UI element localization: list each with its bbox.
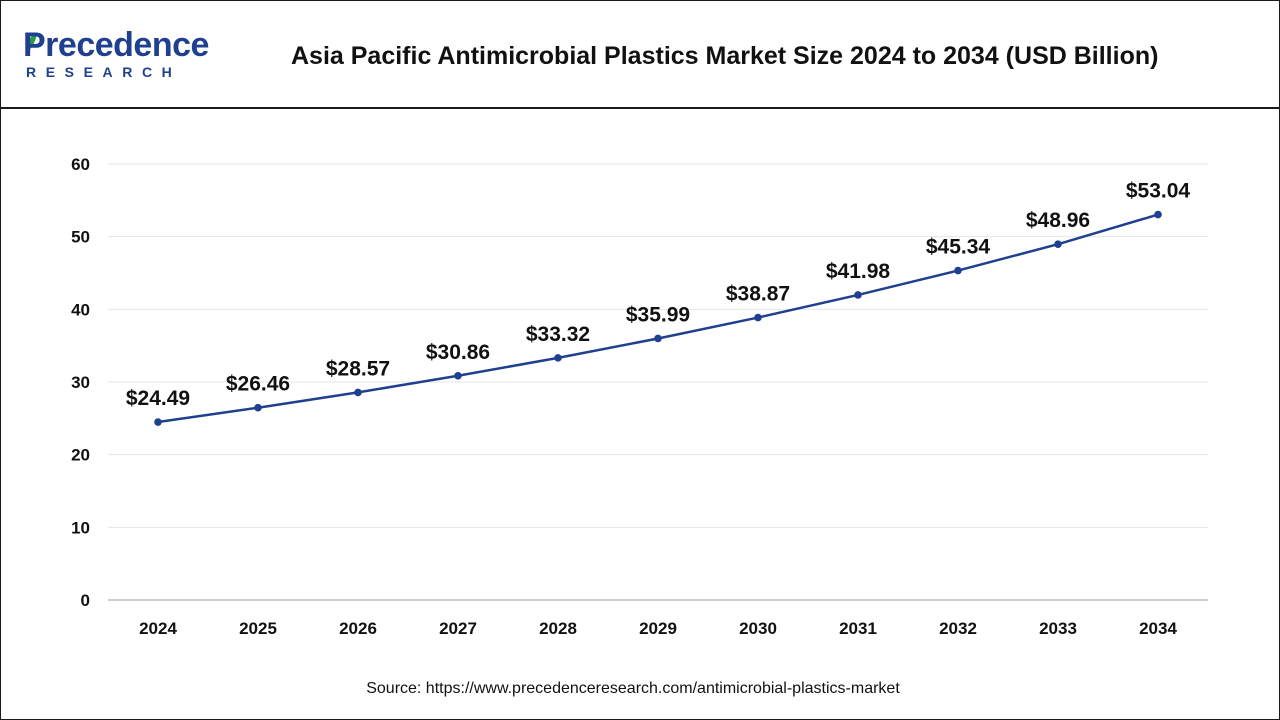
y-tick-label-20: 20 xyxy=(71,446,90,465)
data-label-2028: $33.32 xyxy=(526,323,590,346)
x-tick-label-2031: 2031 xyxy=(839,619,877,638)
data-label-2029: $35.99 xyxy=(626,303,690,326)
data-point-2025 xyxy=(254,403,262,412)
x-tick-label-2026: 2026 xyxy=(339,619,377,638)
data-point-2030 xyxy=(754,313,762,322)
data-label-2032: $45.34 xyxy=(926,236,991,259)
y-tick-label-60: 60 xyxy=(71,155,90,174)
data-point-2027 xyxy=(454,371,462,380)
header: Precedence RESEARCH Asia Pacific Antimic… xyxy=(1,1,1279,109)
chart-title: Asia Pacific Antimicrobial Plastics Mark… xyxy=(291,42,1159,70)
x-tick-label-2033: 2033 xyxy=(1039,619,1077,638)
data-point-2026 xyxy=(354,388,362,397)
data-point-2032 xyxy=(954,266,962,275)
x-tick-label-2034: 2034 xyxy=(1139,619,1177,638)
data-label-2027: $30.86 xyxy=(426,341,490,364)
data-point-2031 xyxy=(854,291,862,299)
data-point-2034 xyxy=(1154,210,1162,219)
data-label-2031: $41.98 xyxy=(826,260,891,283)
data-label-2034: $53.04 xyxy=(1126,180,1191,203)
x-tick-label-2028: 2028 xyxy=(539,619,577,638)
data-label-2025: $26.46 xyxy=(226,373,290,396)
data-point-2029 xyxy=(654,334,662,343)
logo-brand-top: Precedence xyxy=(23,26,209,64)
x-tick-label-2029: 2029 xyxy=(639,619,677,638)
series-layer xyxy=(154,210,1162,426)
data-point-2028 xyxy=(554,354,562,362)
data-point-2024 xyxy=(154,418,162,426)
data-label-layer: $24.49 $26.46 $28.57 $30.86 $33.32 $35.99 $38.… xyxy=(126,180,1191,410)
y-tick-label-50: 50 xyxy=(71,228,90,247)
data-point-2033 xyxy=(1054,240,1062,249)
y-tick-label-30: 30 xyxy=(71,373,90,392)
x-tick-label-2025: 2025 xyxy=(239,619,277,638)
data-label-2024: $24.49 xyxy=(126,387,190,410)
grid-layer xyxy=(108,163,1208,528)
x-tick-label-2032: 2032 xyxy=(939,619,977,638)
y-tick-label-0: 0 xyxy=(81,591,90,610)
data-label-2030: $38.87 xyxy=(726,283,790,306)
x-tick-label-2030: 2030 xyxy=(739,619,777,638)
logo-brand-bottom: RESEARCH xyxy=(26,64,182,80)
data-label-2026: $28.57 xyxy=(326,357,390,380)
x-tick-label-2024: 2024 xyxy=(139,619,177,638)
x-tick-label-2027: 2027 xyxy=(439,619,477,638)
leaf-icon xyxy=(26,33,37,54)
y-tick-label-40: 40 xyxy=(71,300,90,319)
source-note: Source: https://www.precedenceresearch.c… xyxy=(366,680,900,697)
y-tick-label-10: 10 xyxy=(71,518,90,537)
data-label-2033: $48.96 xyxy=(1026,209,1090,232)
logo: Precedence RESEARCH xyxy=(23,27,223,87)
